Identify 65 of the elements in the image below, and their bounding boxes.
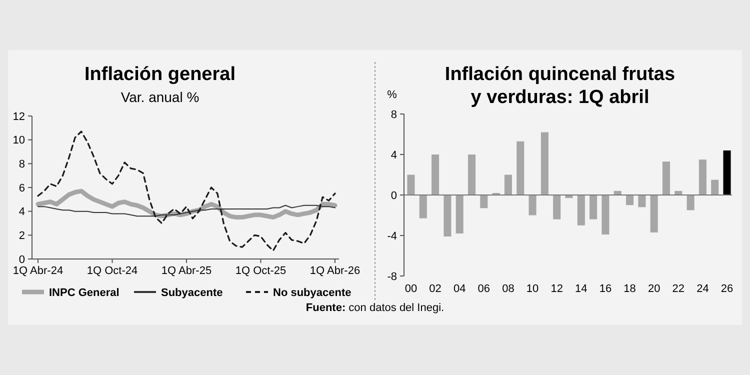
x-tick-label: 20 (648, 283, 660, 295)
x-tick-label: 22 (672, 283, 685, 295)
bar (723, 150, 731, 195)
x-tick-label: 26 (720, 283, 734, 295)
bar (468, 154, 476, 195)
y-tick-label: 4 (18, 206, 25, 218)
x-tick-label: 06 (478, 283, 490, 295)
x-tick-label: 14 (575, 283, 588, 295)
x-tick-label: 18 (624, 283, 636, 295)
bar (662, 162, 670, 195)
x-tick-label: 04 (453, 283, 466, 295)
x-tick-label: 1Q Abr-26 (310, 265, 360, 277)
y-axis-title: % (387, 89, 398, 101)
x-tick-label: 08 (502, 283, 514, 295)
bar (407, 174, 415, 195)
y-tick-label: 12 (12, 110, 25, 123)
x-tick-label: 24 (696, 283, 709, 295)
y-tick-label: -8 (387, 270, 397, 283)
y-tick-label: 0 (390, 190, 397, 202)
bar (444, 195, 452, 237)
x-tick-label: 16 (599, 283, 612, 295)
bar (686, 195, 694, 210)
x-tick-label: 1Q Abr-24 (12, 265, 64, 277)
bar (553, 195, 561, 220)
bar (504, 174, 512, 195)
legend-label: No subyacente (273, 286, 352, 299)
x-tick-label: 00 (404, 283, 418, 295)
x-tick-label: 1Q Oct-25 (235, 265, 286, 277)
x-tick-label: 1Q Abr-25 (161, 265, 212, 277)
bar (626, 195, 634, 206)
bar (577, 195, 585, 226)
y-tick-label: -4 (387, 230, 397, 242)
bar (602, 195, 610, 234)
bar (590, 195, 598, 220)
bar (711, 180, 719, 195)
y-tick-label: 10 (12, 134, 25, 147)
x-tick-label: 12 (550, 283, 563, 295)
bar (516, 141, 524, 195)
x-tick-label: 1Q Oct-24 (86, 265, 138, 277)
y-tick-label: 0 (18, 254, 25, 266)
line-series (37, 130, 336, 252)
y-tick-label: 8 (18, 158, 25, 171)
bar (698, 160, 706, 195)
bar (638, 195, 646, 208)
line-series (38, 204, 336, 217)
chart-title: Inflación quincenal frutas y verduras: 1Q abril (444, 64, 676, 108)
bar (456, 195, 464, 234)
chart-subtitle: Var. anual % (120, 89, 200, 105)
x-tick-label: 02 (429, 283, 442, 295)
chart-title: Inflación general (84, 64, 236, 85)
legend-label: INPC General (49, 286, 120, 299)
bar (480, 195, 488, 208)
bar (528, 195, 536, 216)
y-tick-label: 6 (18, 182, 25, 194)
bar (419, 195, 427, 218)
source-note: Fuente: con datos del Inegi. (306, 302, 444, 314)
bar (540, 132, 548, 195)
y-tick-label: 2 (18, 230, 25, 242)
y-tick-label: 4 (390, 149, 397, 162)
y-tick-label: 8 (390, 108, 397, 121)
bar (650, 195, 658, 232)
line-series (36, 188, 338, 220)
legend-label: Subyacente (161, 286, 223, 299)
bar (432, 154, 440, 195)
x-tick-label: 10 (526, 283, 539, 295)
